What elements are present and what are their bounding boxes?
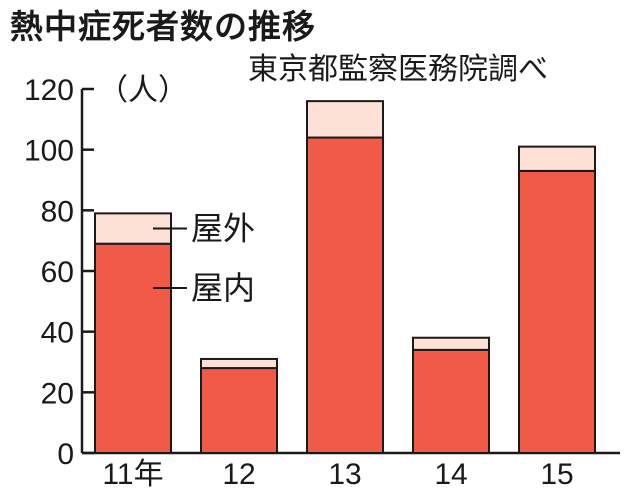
bar-outdoor [200, 357, 278, 370]
y-axis-unit: （人） [98, 73, 188, 108]
x-tick-label: 13 [328, 458, 361, 491]
y-tick-label: 80 [41, 195, 74, 228]
bar-indoor [200, 367, 278, 455]
legend-outdoor-label: 屋外 [191, 210, 255, 248]
bar-indoor [94, 242, 172, 454]
bar-outdoor [306, 100, 384, 139]
y-tick-label: 0 [57, 438, 74, 471]
x-tick-label: 11年 [102, 458, 163, 491]
bar-outdoor [412, 336, 490, 351]
chart-source: 東京都監察医務院調べ [248, 52, 548, 87]
bar-indoor [306, 136, 384, 455]
x-tick-label: 15 [540, 458, 573, 491]
y-tick-label: 120 [24, 74, 74, 107]
bar-indoor [412, 348, 490, 454]
x-tick-label: 14 [434, 458, 467, 491]
x-tick-label: 12 [222, 458, 255, 491]
y-tick-label: 20 [41, 377, 74, 410]
bar-outdoor [518, 145, 596, 172]
bar-indoor [518, 169, 596, 454]
chart-title: 熱中症死者数の推移 [10, 7, 316, 46]
y-tick-label: 40 [41, 317, 74, 350]
y-tick-label: 60 [41, 256, 74, 289]
legend-indoor-label: 屋内 [191, 269, 255, 307]
y-tick-label: 100 [24, 135, 74, 168]
